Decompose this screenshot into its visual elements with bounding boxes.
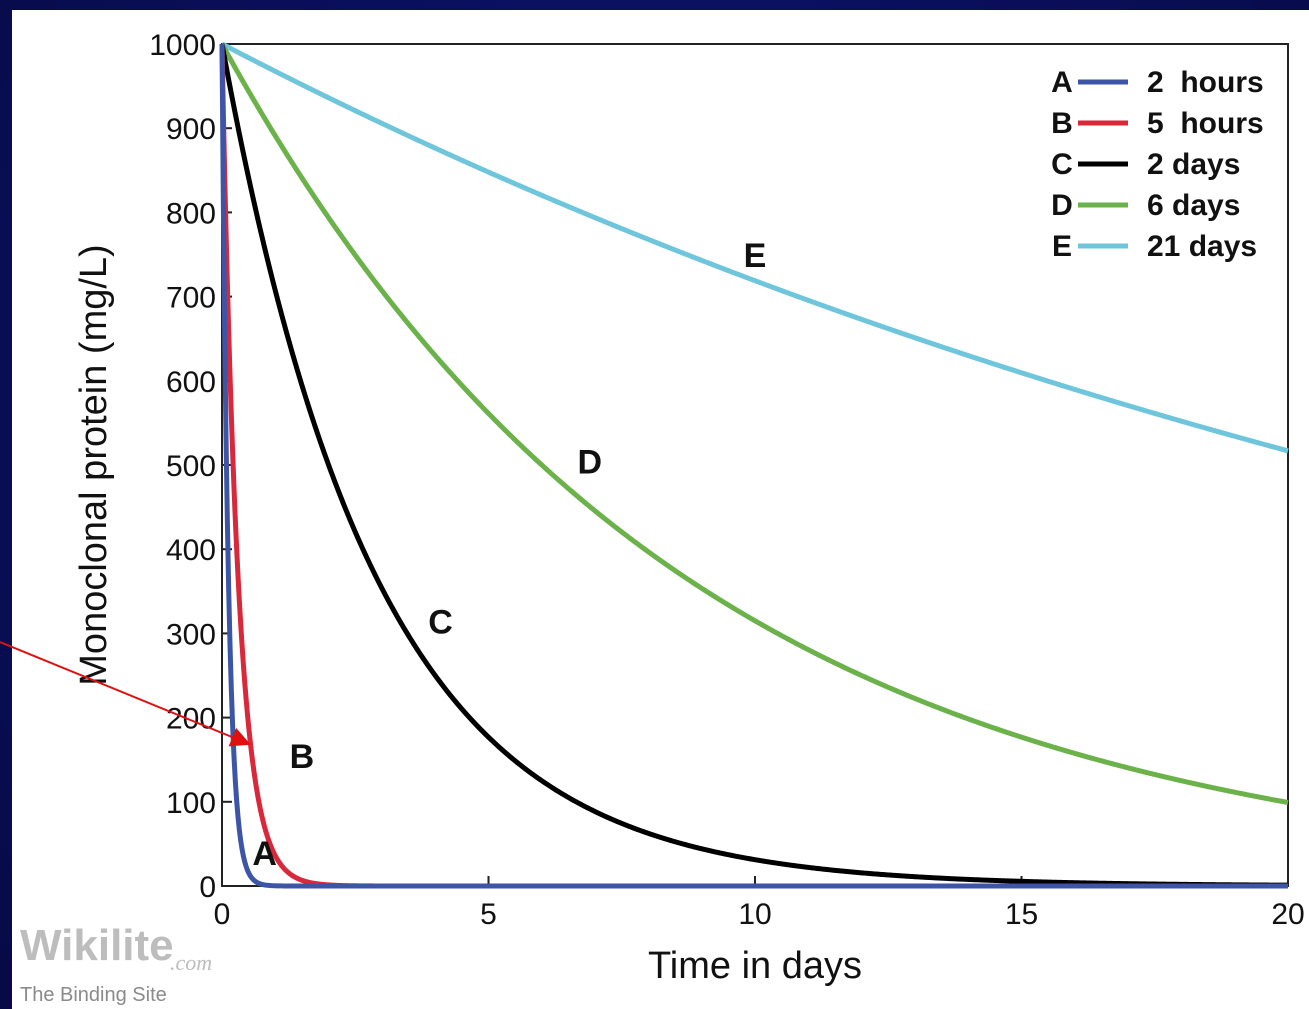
y-tick-label: 400 [166,534,216,567]
watermark-tagline: The Binding Site [20,984,167,1006]
x-tick-label: 0 [214,898,231,931]
legend-item-a: A 2 hours [1051,66,1264,99]
y-tick-label: 100 [166,787,216,820]
legend-name: 2 hours [1147,66,1264,99]
curve-label-d: D [577,443,602,481]
series-line-e [220,41,1290,454]
watermark-domain: .com [170,950,212,975]
legend-letter: C [1051,148,1073,181]
series-line-d [219,42,1290,805]
y-tick-label: 800 [166,197,216,230]
x-axis-ticks: 0 5 10 15 20 [214,876,1305,931]
curve-label-e: E [744,237,767,275]
legend-name: 21 days [1147,230,1257,263]
y-tick-label: 300 [166,618,216,651]
y-tick-label: 0 [199,871,216,904]
annotation-arrow [0,641,251,747]
x-tick-label: 5 [480,898,497,931]
x-tick-label: 15 [1005,898,1038,931]
legend-letter: D [1051,189,1073,222]
x-tick-label: 20 [1271,898,1304,931]
curve-label-a: A [252,835,277,873]
y-tick-label: 200 [166,703,216,736]
y-tick-label: 700 [166,282,216,315]
x-tick-label: 10 [738,898,771,931]
y-tick-label: 900 [166,113,216,146]
chart-panel [12,10,1309,1009]
legend: A 2 hours B 5 hours C 2 days D 6 days E 21 days [1051,66,1264,263]
legend-name: 6 days [1147,189,1240,222]
series-line-a [219,43,1290,889]
legend-item-d: D 6 days [1051,189,1240,222]
y-tick-label: 600 [166,366,216,399]
curve-label-c: C [428,603,453,641]
legend-item-c: C 2 days [1051,148,1240,181]
y-tick-label: 500 [166,450,216,483]
y-axis-label: Monoclonal protein (mg/L) [73,244,115,685]
watermark: Wikilite .com The Binding Site [20,921,212,1006]
y-axis-ticks: 0 100 200 300 400 500 600 700 800 900 1000 [149,29,232,904]
x-axis-label: Time in days [648,945,862,987]
legend-item-e: E 21 days [1052,230,1257,263]
legend-letter: B [1051,107,1073,140]
legend-name: 5 hours [1147,107,1264,140]
y-tick-label: 1000 [149,29,216,62]
legend-letter: A [1051,66,1073,99]
legend-item-b: B 5 hours [1051,107,1264,140]
watermark-brand: Wikilite [20,921,174,970]
curve-label-b: B [290,738,315,776]
curves [219,41,1290,889]
series-line-c [219,43,1290,888]
legend-name: 2 days [1147,148,1240,181]
curve-labels: A B C D E [252,237,766,873]
legend-letter: E [1052,230,1072,263]
